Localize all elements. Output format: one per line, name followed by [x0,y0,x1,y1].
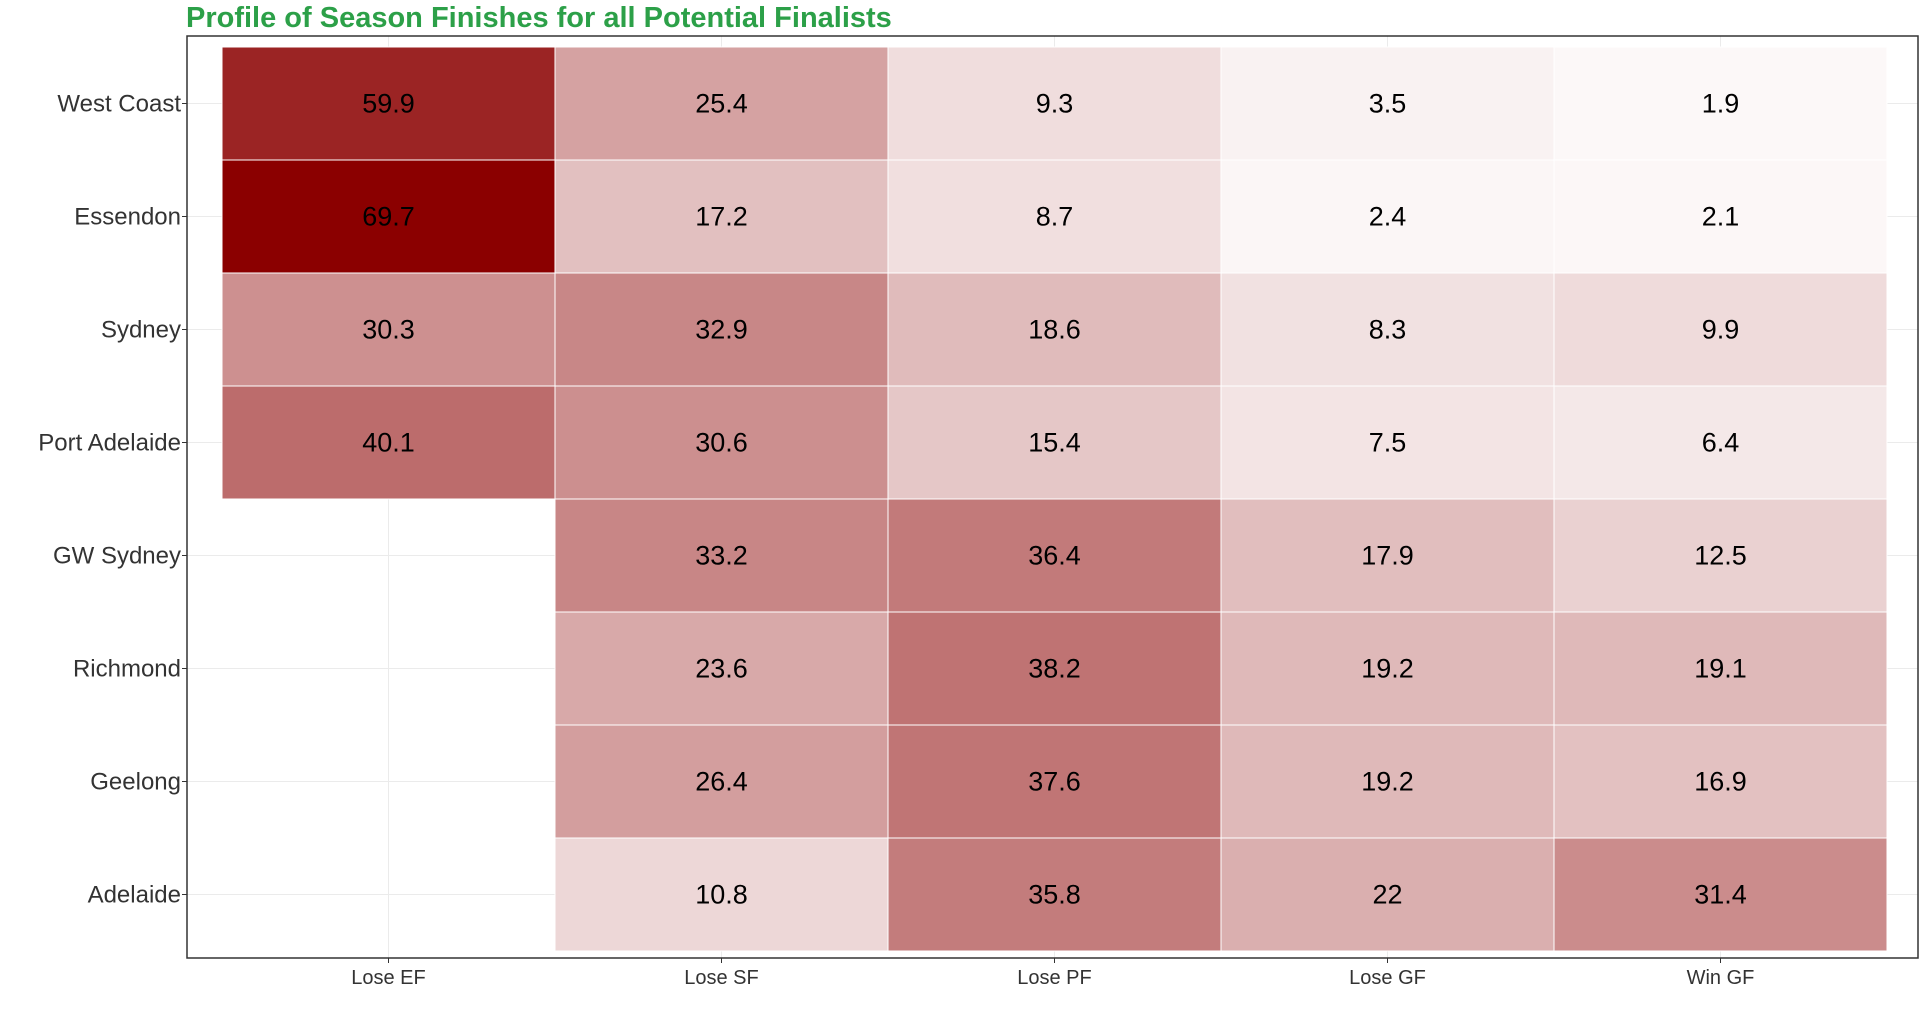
y-tick-label: West Coast [57,91,181,118]
cell-value-label: 35.8 [1028,880,1081,910]
heatmap-cell [221,385,556,500]
cell-value-label: 8.3 [1369,315,1407,345]
heatmap-cell [887,611,1222,726]
heatmap-cell [1553,724,1888,839]
cell-value-label: 32.9 [695,315,748,345]
heatmap-cell [1220,46,1555,161]
heatmap-cell [1553,611,1888,726]
heatmap-cell [1553,272,1888,387]
heatmap-cell [1553,46,1888,161]
heatmap-cell [1220,385,1555,500]
heatmap-cell [221,46,556,161]
cell-value-label: 7.5 [1369,428,1407,458]
cell-value-label: 2.4 [1369,202,1407,232]
chart-title: Profile of Season Finishes for all Poten… [186,2,892,34]
x-tick-label: Win GF [1687,967,1755,989]
x-tick-label: Lose PF [1017,967,1091,989]
x-axis: Lose EF Lose SF Lose PF Lose GF Win GF [351,958,1754,989]
cell-value-label: 59.9 [362,89,415,119]
cell-value-label: 22 [1372,880,1402,910]
heatmap-cell [554,837,889,952]
x-tick-label: Lose EF [351,967,425,989]
heatmap-cell [221,159,556,274]
y-tick-label: Adelaide [88,882,181,909]
heatmap-cell [887,498,1222,613]
cell-value-label: 25.4 [695,89,748,119]
cell-value-label: 6.4 [1702,428,1740,458]
heatmap-cell [1220,611,1555,726]
heatmap-cell [554,385,889,500]
cell-value-label: 37.6 [1028,767,1081,797]
cell-value-label: 12.5 [1694,541,1747,571]
cell-value-label: 10.8 [695,880,748,910]
cell-value-label: 1.9 [1702,89,1740,119]
cell-value-label: 19.2 [1361,654,1414,684]
cell-value-label: 9.3 [1036,89,1074,119]
cell-value-label: 23.6 [695,654,748,684]
y-tick-label: Port Adelaide [38,430,181,457]
cell-value-label: 17.2 [695,202,748,232]
cell-value-label: 69.7 [362,202,415,232]
heatmap-cell [887,724,1222,839]
heatmap-cell [1220,272,1555,387]
cell-value-label: 30.3 [362,315,415,345]
cell-value-label: 8.7 [1036,202,1074,232]
heatmap-tiles [221,46,1888,952]
cell-value-label: 2.1 [1702,202,1740,232]
cell-value-label: 18.6 [1028,315,1081,345]
heatmap-cell [887,272,1222,387]
cell-value-label: 36.4 [1028,541,1081,571]
heatmap-cell [887,837,1222,952]
cell-value-label: 19.1 [1694,654,1747,684]
heatmap-cell [1220,837,1555,952]
heatmap-cell [1220,724,1555,839]
heatmap-cell [1220,159,1555,274]
heatmap-cell [554,272,889,387]
cell-value-label: 33.2 [695,541,748,571]
y-tick-label: GW Sydney [53,543,181,570]
heatmap-cell [887,385,1222,500]
heatmap-cell [1553,837,1888,952]
heatmap-cell [554,498,889,613]
cell-value-label: 31.4 [1694,880,1747,910]
heatmap-labels: 59.9 25.4 9.3 3.5 1.9 69.7 17.2 8.7 2.4 2.1 30.3 32… [362,89,1747,910]
heatmap-cell [1220,498,1555,613]
y-tick-label: Richmond [73,656,181,683]
heatmap-cell [221,272,556,387]
cell-value-label: 16.9 [1694,767,1747,797]
y-tick-label: Geelong [90,769,181,796]
y-tick-label: Essendon [74,204,181,231]
heatmap-cell [1553,159,1888,274]
cell-value-label: 38.2 [1028,654,1081,684]
y-tick-label: Sydney [101,317,181,344]
cell-value-label: 26.4 [695,767,748,797]
x-tick-label: Lose GF [1349,967,1426,989]
cell-value-label: 15.4 [1028,428,1081,458]
heatmap-cell [887,46,1222,161]
heatmap-cell [1553,385,1888,500]
cell-value-label: 3.5 [1369,89,1407,119]
x-tick-label: Lose SF [684,967,758,989]
cell-value-label: 40.1 [362,428,415,458]
cell-value-label: 17.9 [1361,541,1414,571]
cell-value-label: 19.2 [1361,767,1414,797]
cell-value-label: 9.9 [1702,315,1740,345]
y-axis: West Coast Essendon Sydney Port Adelaide GW … [38,91,187,909]
plot-border [186,35,1919,959]
heatmap-cell [554,159,889,274]
heatmap-cell [1553,498,1888,613]
cell-value-label: 30.6 [695,428,748,458]
